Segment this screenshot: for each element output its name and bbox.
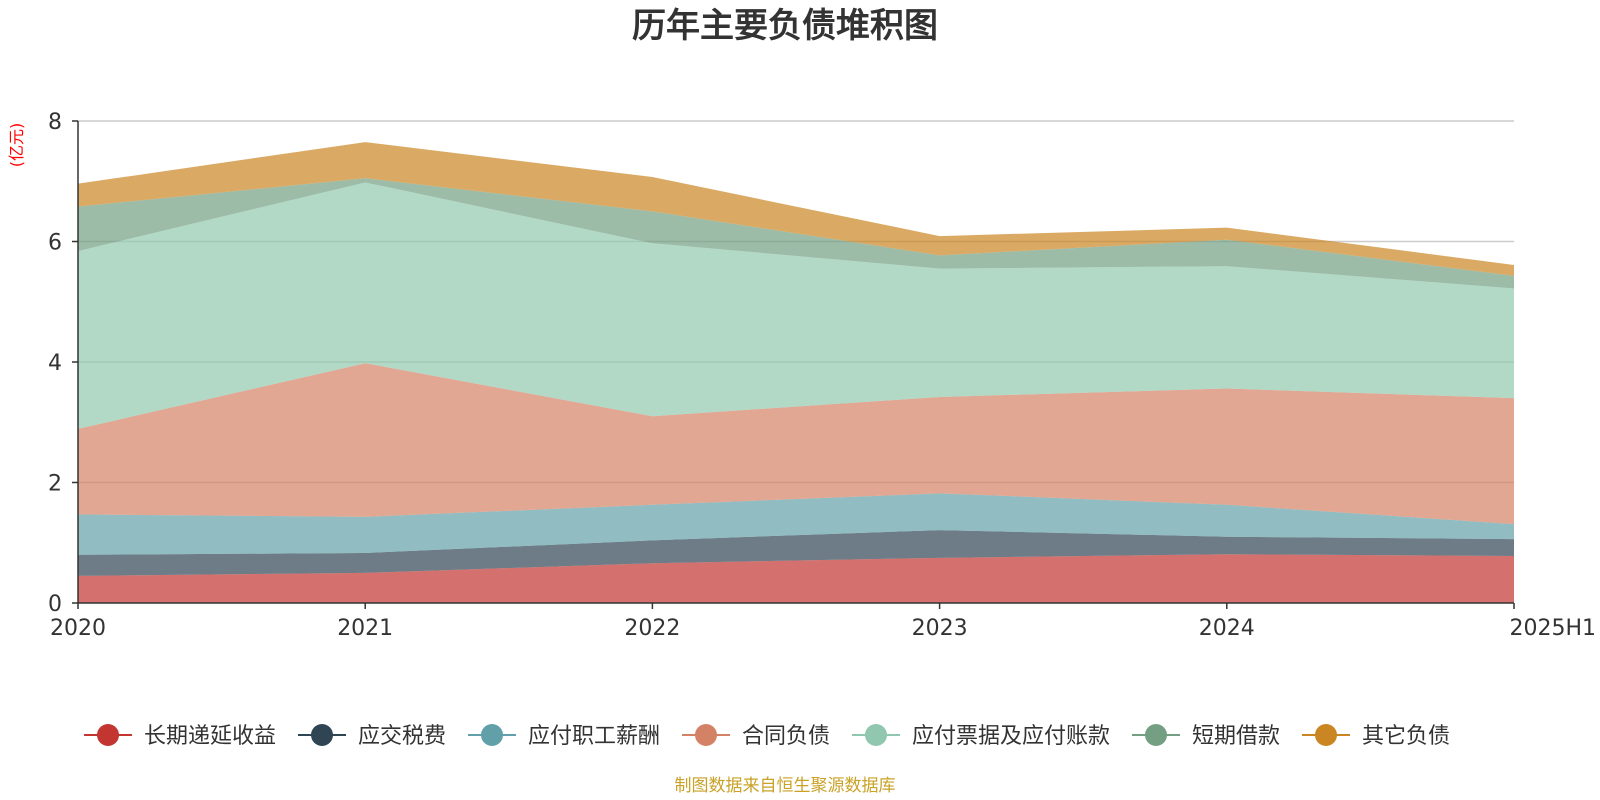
legend-item-其它负债[interactable]: 其它负债 (1302, 724, 1450, 749)
legend-label: 短期借款 (1192, 724, 1280, 749)
legend-item-短期借款[interactable]: 短期借款 (1132, 724, 1280, 749)
x-tick-label: 2021 (337, 616, 393, 641)
area-应付职工薪酬 (78, 493, 1514, 555)
x-tick-label: 2023 (912, 616, 968, 641)
area-长期递延收益 (78, 554, 1514, 603)
x-tick-label: 2025H1 (1509, 616, 1596, 641)
legend-marker (481, 724, 503, 746)
legend-marker (1145, 724, 1167, 746)
y-tick-label: 0 (48, 592, 62, 617)
x-tick-label: 2020 (50, 616, 106, 641)
legend[interactable]: 长期递延收益 应交税费 应付职工薪酬 合同负债 应付票据及应付账款 短期借款 其它负债 (84, 724, 1450, 749)
legend-item-长期递延收益[interactable]: 长期递延收益 (84, 724, 276, 749)
legend-label: 合同负债 (742, 724, 830, 749)
y-axis-unit-label: (亿元) (7, 123, 26, 168)
legend-item-应交税费[interactable]: 应交税费 (298, 724, 446, 749)
legend-item-合同负债[interactable]: 合同负债 (682, 724, 830, 749)
legend-item-应付职工薪酬[interactable]: 应付职工薪酬 (468, 724, 660, 749)
area-其它负债 (78, 142, 1514, 276)
x-tick-label: 2022 (624, 616, 680, 641)
area-合同负债 (78, 363, 1514, 525)
stacked-areas (78, 142, 1514, 603)
axes: 0 2 4 6 8 2020 2021 2022 2023 2024 2025H1 (48, 110, 1596, 641)
legend-marker (97, 724, 119, 746)
y-tick-label: 6 (48, 231, 62, 256)
area-应付票据及应付账款 (78, 182, 1514, 429)
y-tick-label: 4 (48, 351, 62, 376)
legend-marker (695, 724, 717, 746)
y-tick-label: 8 (48, 110, 62, 135)
legend-label: 应交税费 (358, 724, 446, 749)
y-tick-label: 2 (48, 472, 62, 497)
legend-marker (1315, 724, 1337, 746)
legend-label: 应付票据及应付账款 (912, 724, 1110, 749)
legend-marker (865, 724, 887, 746)
legend-marker (311, 724, 333, 746)
chart-title: 历年主要负债堆积图 (632, 6, 938, 46)
area-短期借款 (78, 178, 1514, 289)
legend-label: 应付职工薪酬 (528, 724, 660, 749)
legend-label: 长期递延收益 (144, 724, 276, 749)
legend-item-应付票据及应付账款[interactable]: 应付票据及应付账款 (852, 724, 1110, 749)
data-source-note: 制图数据来自恒生聚源数据库 (675, 776, 896, 796)
x-tick-label: 2024 (1199, 616, 1255, 641)
area-应交税费 (78, 530, 1514, 576)
legend-label: 其它负债 (1362, 724, 1450, 749)
